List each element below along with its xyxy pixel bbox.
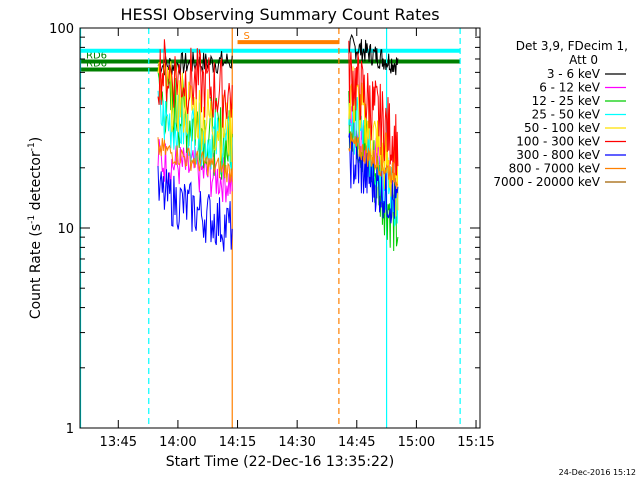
legend-label-8: 7000 - 20000 keV — [493, 175, 600, 189]
x-tick-label-2: 14:15 — [219, 435, 256, 450]
y-tick-label-0: 1 — [66, 422, 74, 437]
chart-title: HESSI Observing Summary Count Rates — [120, 5, 439, 24]
x-tick-label-0: 13:45 — [100, 435, 137, 450]
series-trace-7-1 — [348, 131, 399, 187]
x-tick-label-5: 15:00 — [398, 435, 435, 450]
x-tick-label-6: 15:15 — [457, 435, 494, 450]
y-tick-label-2: 100 — [49, 22, 74, 37]
x-tick-label-1: 14:00 — [159, 435, 196, 450]
legend-header-line2: Att 0 — [569, 53, 598, 67]
y-axis-label-end: ) — [28, 137, 44, 142]
series-trace-0-1 — [348, 33, 399, 76]
legend-header-line1: Det 3,9, FDecim 1, — [516, 39, 628, 53]
y-axis-label-mid: detector — [28, 151, 44, 215]
series-trace-7-0 — [157, 137, 233, 183]
series-layer — [157, 33, 399, 252]
series-trace-6-0 — [157, 165, 233, 252]
legend-label-1: 6 - 12 keV — [539, 81, 601, 95]
flag-bar-label-1: RD6 — [86, 59, 107, 70]
legend-label-2: 12 - 25 keV — [532, 94, 601, 108]
legend-label-6: 300 - 800 keV — [516, 148, 600, 162]
x-tick-label-4: 14:45 — [338, 435, 375, 450]
legend-label-5: 100 - 300 keV — [516, 135, 600, 149]
y-axis-ticks: 1 10 100 — [49, 22, 480, 437]
x-axis-label: Start Time (22-Dec-16 13:35:22) — [166, 454, 394, 470]
x-tick-label-3: 14:30 — [278, 435, 315, 450]
series-trace-5-0 — [157, 39, 233, 128]
y-axis-label: Count Rate (s-1 detector-1) — [27, 137, 44, 319]
y-tick-label-1: 10 — [57, 222, 74, 237]
legend-label-4: 50 - 100 keV — [524, 121, 601, 135]
legend-label-0: 3 - 6 keV — [547, 67, 601, 81]
y-axis-label-sup1: -1 — [27, 215, 37, 224]
y-axis-label-main: Count Rate (s — [28, 224, 44, 319]
y-axis-label-sup2: -1 — [27, 142, 37, 151]
legend-label-3: 25 - 50 keV — [532, 108, 601, 122]
x-axis-ticks: 13:45 14:00 14:15 14:30 14:45 15:00 15:15 — [100, 28, 495, 450]
flag-bar-label-0: RD6 — [86, 50, 107, 61]
flag-bar-label-2: S — [244, 31, 250, 42]
series-trace-5-1 — [348, 40, 399, 176]
footer-timestamp: 24-Dec-2016 15:12 — [559, 468, 636, 477]
legend-label-7: 800 - 7000 keV — [509, 162, 601, 176]
